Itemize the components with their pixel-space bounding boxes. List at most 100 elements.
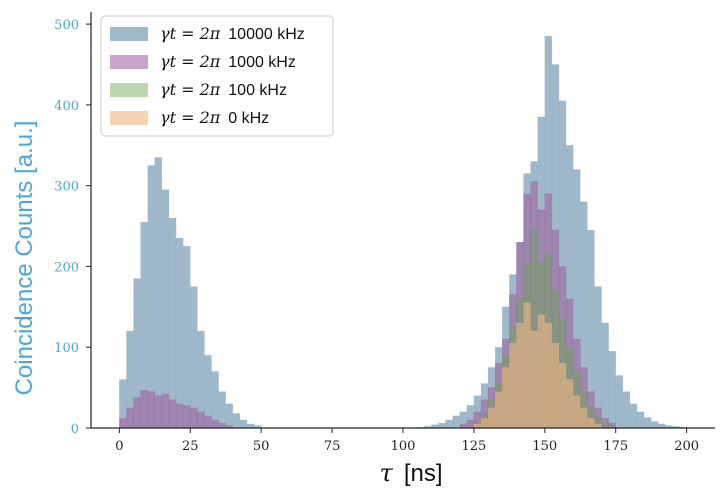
histogram-bar — [190, 407, 198, 429]
legend-entry-math: γt = 2π — [160, 24, 221, 43]
legend-swatch — [110, 55, 148, 69]
legend-entry-math: γt = 2π — [160, 108, 221, 127]
histogram-bar — [658, 423, 666, 429]
y-tick-label: 500 — [54, 18, 79, 33]
histogram-bar — [629, 403, 638, 429]
histogram-bar — [502, 367, 510, 429]
histogram-bar — [487, 407, 496, 429]
y-tick-label: 100 — [54, 341, 79, 356]
histogram-bar — [565, 379, 574, 429]
histogram-bar — [643, 417, 652, 429]
histogram-bar — [452, 415, 460, 429]
histogram-bar — [225, 403, 234, 429]
histogram-bar — [445, 419, 453, 429]
histogram-bar — [594, 423, 602, 429]
legend-entry-math: γt = 2π — [160, 80, 221, 99]
histogram-bar — [650, 421, 659, 429]
histogram-bar — [480, 418, 489, 429]
histogram-bar — [161, 393, 170, 429]
x-tick-label: 50 — [253, 439, 270, 454]
histogram-bar — [608, 422, 616, 429]
x-tick-label: 75 — [324, 439, 341, 454]
histogram-bar — [466, 419, 475, 429]
histogram-bar — [119, 418, 127, 429]
histogram-bar — [182, 246, 191, 429]
histogram-bar — [168, 399, 177, 429]
histogram-bar — [154, 395, 163, 429]
y-tick-label: 200 — [54, 260, 79, 275]
x-axis-symbol: τ — [379, 459, 393, 487]
y-axis-label: Coincidence Counts [a.u.] — [11, 121, 38, 396]
histogram-bar — [168, 217, 177, 429]
legend-swatch — [110, 83, 148, 97]
legend-swatch — [110, 27, 148, 41]
histogram-bar — [126, 407, 134, 429]
histogram-bar — [636, 411, 645, 429]
x-tick-label: 175 — [603, 439, 628, 454]
histogram-bar — [175, 403, 184, 429]
histogram-bar — [537, 314, 546, 429]
histogram-bar — [147, 165, 156, 429]
histogram-bar — [494, 391, 503, 429]
histogram-bar — [516, 322, 524, 429]
histogram-bar — [161, 189, 170, 429]
y-tick-label: 400 — [54, 99, 79, 114]
histogram-bar — [154, 157, 163, 429]
legend-entry: γt = 2π 1000 kHz — [160, 52, 296, 71]
legend-entry: γt = 2π 10000 kHz — [160, 24, 305, 43]
legend-entry-name: 100 kHz — [228, 82, 287, 99]
histogram-bar — [204, 415, 212, 429]
x-tick-label: 150 — [532, 439, 557, 454]
y-tick-label: 300 — [54, 180, 79, 195]
histogram-bar — [601, 322, 609, 429]
histogram-bar — [544, 322, 553, 429]
histogram-bar — [551, 342, 560, 429]
histogram-bar — [601, 423, 609, 429]
histogram-bar — [622, 391, 631, 429]
legend-entry-name: 0 kHz — [228, 110, 269, 127]
histogram-bar — [211, 371, 219, 429]
histogram-bar — [239, 419, 248, 429]
legend-entry-name: 10000 kHz — [228, 26, 305, 43]
histogram-bar — [580, 407, 588, 429]
y-tick-label: 0 — [71, 422, 79, 437]
histogram-bar — [190, 286, 198, 429]
histogram-bar — [147, 391, 156, 429]
histogram-bar — [197, 411, 205, 429]
histogram-bar — [175, 237, 184, 429]
histogram-bar — [218, 391, 226, 429]
histogram-bar — [133, 397, 141, 429]
legend-entry-math: γt = 2π — [160, 52, 221, 71]
x-tick-label: 100 — [391, 439, 416, 454]
legend-entry: γt = 2π 0 kHz — [160, 108, 269, 127]
histogram-bar — [473, 423, 482, 429]
histogram-bar — [509, 342, 517, 429]
bars-layer — [119, 36, 687, 429]
histogram-bar — [594, 286, 602, 429]
histogram-bar — [140, 389, 148, 429]
histogram-bar — [615, 375, 624, 429]
x-axis-unit: [ns] — [404, 460, 443, 487]
histogram-bar — [587, 418, 595, 429]
legend: γt = 2π 10000 kHz γt = 2π 1000 kHz γt = 2π 10… — [100, 15, 334, 137]
histogram-bar — [572, 395, 581, 429]
legend-entry: γt = 2π 100 kHz — [160, 80, 287, 99]
histogram-bar — [459, 423, 468, 429]
histogram-bar — [218, 422, 226, 429]
legend-box — [100, 15, 334, 137]
histogram-bar — [558, 363, 567, 429]
histogram-bar — [608, 351, 616, 429]
histogram-bar — [530, 330, 538, 429]
x-tick-label: 0 — [115, 439, 123, 454]
histogram-bar — [182, 405, 191, 429]
legend-entry-name: 1000 kHz — [228, 54, 296, 71]
histogram-bar — [246, 423, 255, 429]
x-tick-label: 25 — [182, 439, 199, 454]
histogram-bar — [523, 302, 531, 429]
ticks-layer: 0 25 50 75 100 125 150 175 200 0 100 200 300 400 500 — [54, 18, 699, 454]
x-axis-label: τ [ns] — [379, 459, 442, 487]
histogram-bar — [438, 422, 446, 429]
series-4-bars — [473, 302, 602, 429]
legend-swatch — [110, 111, 148, 125]
